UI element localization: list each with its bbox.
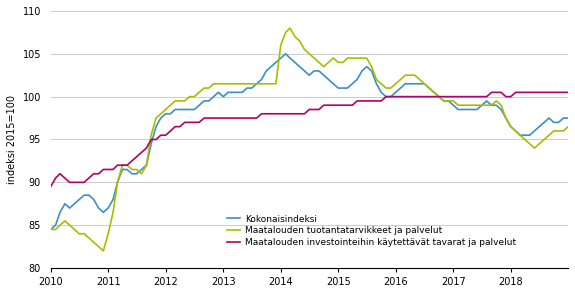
Legend: Kokonaisindeksi, Maatalouden tuotantatarvikkeet ja palvelut, Maatalouden investo: Kokonaisindeksi, Maatalouden tuotantatar…: [223, 211, 520, 251]
Line: Maatalouden tuotantatarvikkeet ja palvelut: Maatalouden tuotantatarvikkeet ja palvel…: [51, 28, 575, 251]
Line: Kokonaisindeksi: Kokonaisindeksi: [51, 49, 575, 229]
Y-axis label: indeksi 2015=100: indeksi 2015=100: [7, 95, 17, 184]
Line: Maatalouden investointeihin käytettävät tavarat ja palvelut: Maatalouden investointeihin käytettävät …: [51, 54, 575, 187]
